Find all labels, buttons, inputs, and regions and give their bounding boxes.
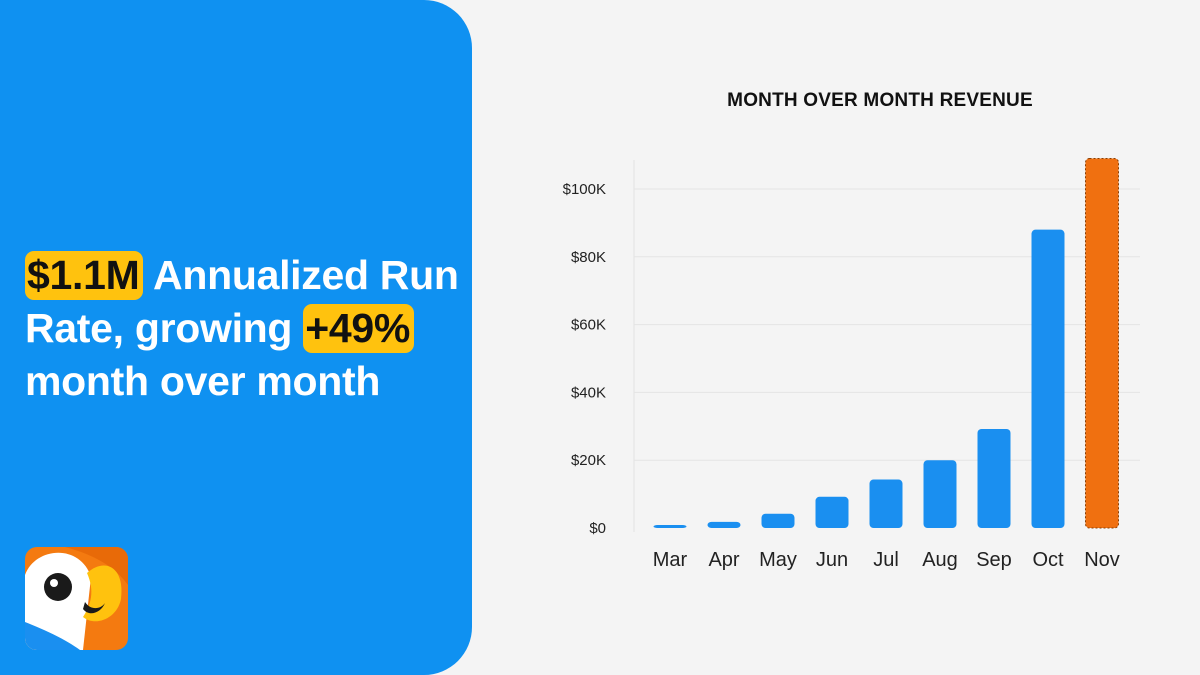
bar-mar: [653, 525, 687, 528]
parrot-icon: [25, 547, 128, 650]
headline-highlight-growth: +49%: [303, 304, 415, 353]
bar-aug: [923, 460, 957, 528]
x-tick-label: Mar: [653, 549, 688, 571]
headline-highlight-revenue: $1.1M: [25, 251, 144, 300]
x-tick-label: Jul: [873, 549, 899, 571]
bar-nov: [1085, 157, 1119, 529]
headline-text-2: month over month: [25, 358, 381, 404]
y-tick-label: $80K: [571, 249, 606, 266]
x-tick-label: Jun: [816, 549, 848, 571]
bar-may: [761, 513, 795, 528]
chart-title: MONTH OVER MONTH REVENUE: [727, 90, 1033, 111]
chart-svg: $0 $20K $40K $60K $80K $100K Mar Apr May Jun Jul Au…: [563, 157, 1140, 571]
headline: $1.1M Annualized Run Rate, growing +49% …: [25, 249, 465, 408]
y-tick-label: $60K: [571, 317, 606, 334]
bar-sep: [977, 429, 1011, 528]
left-panel: $1.1M Annualized Run Rate, growing +49% …: [0, 0, 472, 675]
y-tick-label: $20K: [571, 452, 606, 469]
x-tick-label: Apr: [708, 549, 739, 571]
bar-jun: [815, 496, 849, 528]
y-tick-label: $100K: [563, 181, 606, 198]
revenue-chart: MONTH OVER MONTH REVENUE $0 $20K $40K $60K $…: [520, 60, 1180, 620]
y-tick-label: $0: [589, 520, 606, 537]
bar-jul: [869, 479, 903, 528]
x-tick-label: Sep: [976, 549, 1012, 571]
x-tick-label: Oct: [1032, 549, 1064, 571]
x-tick-label: May: [759, 549, 797, 571]
headline-text-1: Annualized Run Rate, growing: [25, 252, 459, 351]
bar-oct: [1031, 229, 1065, 528]
y-tick-label: $40K: [571, 384, 606, 401]
x-tick-label: Nov: [1084, 549, 1120, 571]
bar-apr: [707, 521, 741, 528]
x-tick-label: Aug: [922, 549, 958, 571]
